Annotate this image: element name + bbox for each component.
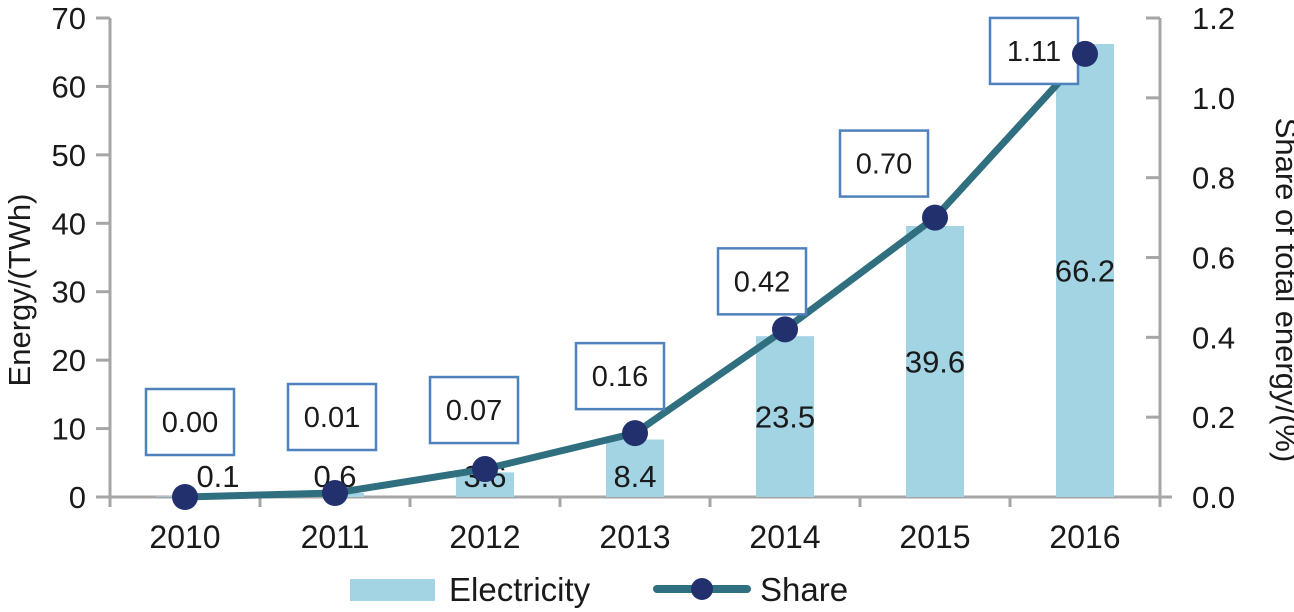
legend-label-share: Share bbox=[760, 571, 848, 608]
share-marker bbox=[622, 420, 648, 447]
share-marker bbox=[172, 484, 198, 510]
right-axis-tick-label: 0.2 bbox=[1192, 400, 1235, 435]
bar-value-label: 66.2 bbox=[1055, 254, 1115, 289]
left-axis-tick-label: 70 bbox=[52, 1, 86, 36]
legend-swatch-electricity bbox=[350, 579, 435, 601]
bar-value-label: 39.6 bbox=[905, 345, 965, 380]
share-value-label: 1.11 bbox=[1007, 36, 1061, 68]
share-value-box bbox=[716, 247, 808, 316]
left-axis-tick-label: 0 bbox=[69, 480, 86, 515]
share-marker bbox=[1072, 40, 1098, 67]
share-value-label: 0.01 bbox=[304, 402, 360, 434]
share-value-label: 0.16 bbox=[592, 361, 648, 393]
share-marker bbox=[472, 456, 498, 483]
right-axis-tick-label: 0.0 bbox=[1192, 480, 1235, 515]
share-value-box bbox=[988, 16, 1080, 86]
left-axis-title: Energy/(TWh) bbox=[2, 194, 37, 387]
electricity-bar bbox=[906, 226, 964, 497]
bar-value-label: 23.5 bbox=[755, 400, 815, 435]
left-axis-tick-label: 50 bbox=[52, 138, 86, 173]
share-value-label: 0.00 bbox=[162, 407, 218, 439]
right-axis-tick-label: 1.0 bbox=[1192, 81, 1235, 116]
electricity-bar bbox=[606, 439, 664, 497]
right-axis-tick-label: 0.8 bbox=[1192, 161, 1235, 196]
right-axis-title: Share of total energy/(%) bbox=[1269, 118, 1294, 463]
share-marker bbox=[922, 204, 948, 231]
x-axis-tick-label: 2010 bbox=[149, 519, 220, 555]
x-axis-tick-label: 2011 bbox=[301, 519, 370, 555]
right-axis-tick-label: 1.2 bbox=[1192, 1, 1235, 36]
legend-label-electricity: Electricity bbox=[449, 571, 591, 608]
share-value-label: 0.42 bbox=[734, 266, 790, 298]
share-value-label: 0.70 bbox=[856, 149, 912, 181]
electricity-bar bbox=[1056, 44, 1114, 497]
left-axis-tick-label: 30 bbox=[52, 275, 86, 310]
right-axis-tick-label: 0.4 bbox=[1192, 320, 1235, 355]
left-axis-tick-label: 60 bbox=[52, 69, 86, 104]
share-value-box bbox=[838, 129, 930, 198]
x-axis-tick-label: 2013 bbox=[599, 519, 670, 555]
x-axis-tick-label: 2012 bbox=[449, 519, 520, 555]
share-marker bbox=[772, 316, 798, 343]
left-axis-tick-label: 20 bbox=[52, 343, 86, 378]
share-value-box bbox=[428, 375, 520, 445]
share-marker bbox=[322, 480, 348, 507]
share-value-label: 0.07 bbox=[446, 395, 502, 427]
legend-marker-share bbox=[691, 578, 713, 600]
share-value-box bbox=[286, 382, 378, 452]
x-axis-tick-label: 2015 bbox=[899, 519, 970, 555]
bar-value-label: 0.1 bbox=[196, 459, 239, 494]
x-axis-tick-label: 2014 bbox=[749, 519, 820, 555]
share-value-box bbox=[574, 341, 666, 411]
bar-value-label: 8.4 bbox=[613, 459, 656, 494]
right-axis-tick-label: 0.6 bbox=[1192, 241, 1235, 276]
left-axis-tick-label: 10 bbox=[52, 412, 86, 447]
electricity-bar bbox=[756, 336, 814, 497]
left-axis-tick-label: 40 bbox=[52, 206, 86, 241]
x-axis-tick-label: 2016 bbox=[1049, 519, 1120, 555]
share-value-box bbox=[144, 387, 236, 457]
